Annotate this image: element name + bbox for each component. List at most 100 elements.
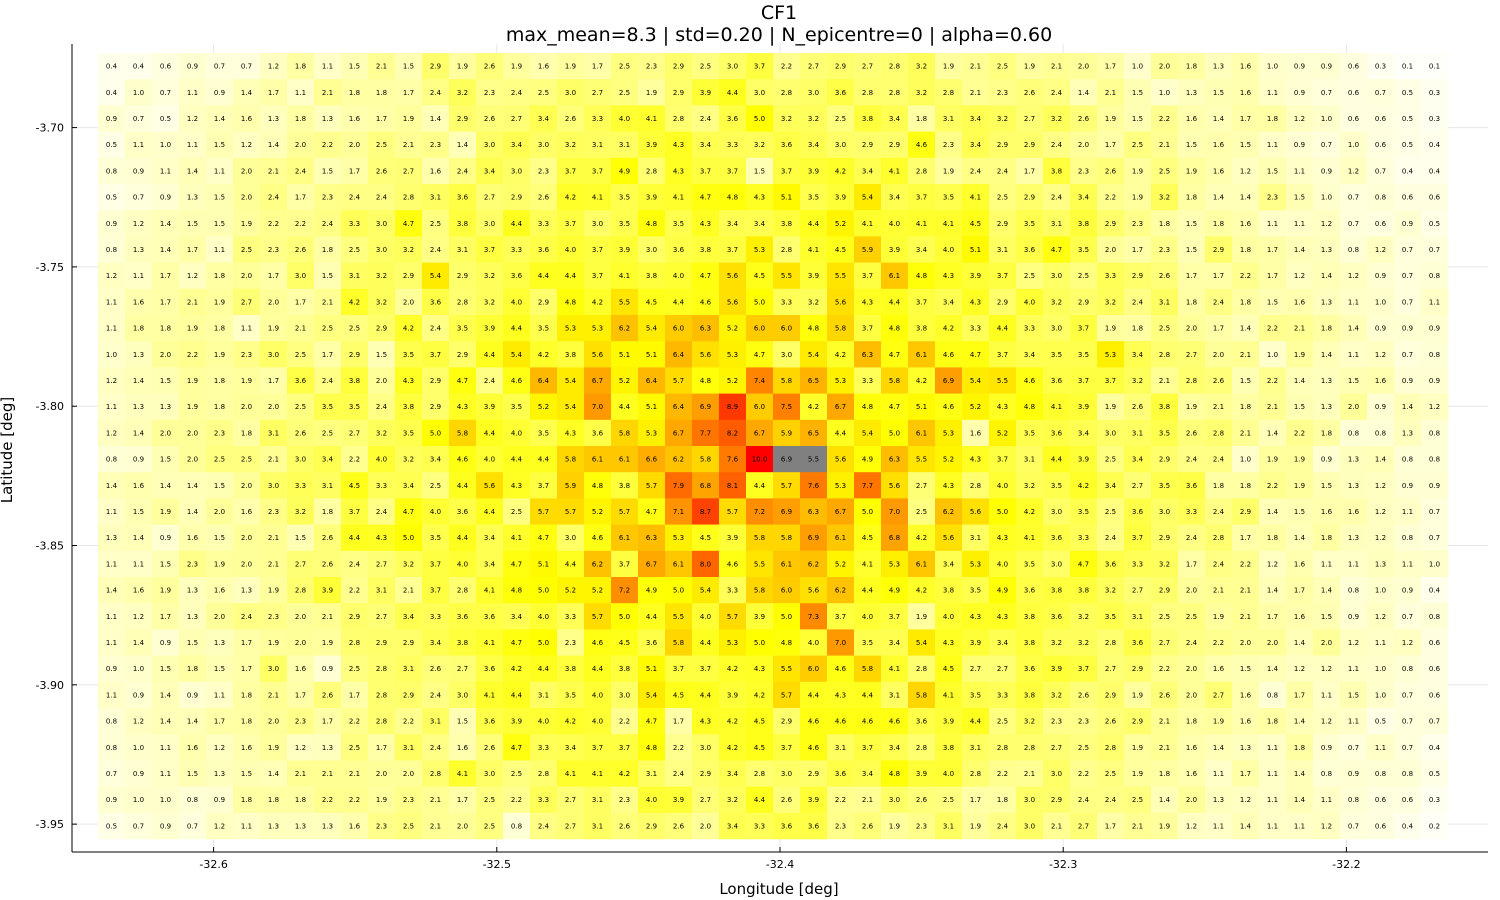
cell-value: 1.0 [1375,587,1386,595]
cell-value: 2.5 [349,744,360,752]
heatmap-cell [1043,236,1071,263]
cell-value: 2.2 [349,456,360,464]
cell-value: 2.0 [1159,63,1170,71]
heatmap-cell [1016,315,1044,342]
heatmap-cell [1340,157,1368,185]
cell-value: 2.3 [1132,220,1143,228]
cell-value: 4.4 [1051,456,1063,464]
cell-value: 3.6 [808,822,820,830]
heatmap-cell [476,131,504,159]
cell-value: 2.2 [187,351,198,359]
cell-value: 4.9 [619,167,630,175]
heatmap-cell [584,315,612,342]
cell-value: 4.3 [403,377,414,385]
cell-value: 3.0 [538,141,549,149]
cell-value: 1.7 [1240,115,1251,123]
heatmap-cell [719,210,747,237]
heatmap-cell [773,341,801,368]
cell-value: 2.0 [349,141,360,149]
heatmap-cell [1205,236,1233,263]
cell-value: 1.8 [241,718,252,726]
heatmap-cell [935,184,963,211]
cell-value: 7.0 [835,639,846,647]
heatmap-cell [314,105,342,132]
cell-value: 0.9 [1402,325,1413,333]
heatmap-cell [152,236,180,263]
cell-value: 3.9 [1078,456,1089,464]
cell-value: 0.9 [1402,377,1413,385]
heatmap-cell [1124,341,1152,368]
cell-value: 6.2 [943,508,954,516]
cell-value: 1.5 [160,665,171,673]
cell-value: 1.9 [1105,403,1116,411]
heatmap-cell [530,53,558,80]
cell-value: 1.2 [106,272,117,280]
cell-value: 3.2 [1078,613,1089,621]
heatmap-cell [449,184,477,211]
cell-value: 3.6 [484,718,496,726]
heatmap-cell [908,262,936,290]
heatmap-cell [503,105,531,132]
cell-value: 4.8 [511,587,522,595]
cell-value: 1.2 [1294,272,1305,280]
heatmap-cell [989,131,1017,159]
heatmap-cell [611,53,639,80]
cell-value: 3.7 [619,744,630,752]
cell-value: 5.7 [781,482,792,490]
heatmap-cell [233,262,261,290]
cell-value: 4.2 [565,718,576,726]
cell-value: 4.7 [511,560,522,568]
heatmap-cell [773,105,801,132]
heatmap-cell [1340,288,1368,316]
heatmap-cell [962,288,990,316]
cell-value: 6.7 [646,560,657,568]
cell-value: 3.0 [1051,272,1062,280]
heatmap-cell [773,131,801,159]
cell-value: 1.6 [133,482,145,490]
heatmap-cell [692,131,720,159]
cell-value: 3.9 [1078,403,1089,411]
cell-value: 1.8 [160,325,171,333]
cell-value: 2.9 [349,613,360,621]
heatmap-cell [989,184,1017,211]
cell-value: 1.1 [1267,141,1278,149]
cell-value: 1.9 [322,639,333,647]
cell-value: 1.5 [403,63,414,71]
cell-value: 1.4 [160,246,172,254]
cell-value: 3.7 [997,351,1008,359]
heatmap-cell [395,236,423,263]
cell-value: 2.8 [889,63,900,71]
heatmap-cell [449,105,477,132]
cell-value: 2.3 [943,141,954,149]
cell-value: 1.7 [322,351,333,359]
heatmap-cell [1016,236,1044,263]
cell-value: 1.8 [241,429,252,437]
cell-value: 2.0 [403,298,414,306]
cell-value: 3.4 [889,639,901,647]
cell-value: 3.7 [484,246,495,254]
cell-value: 3.0 [511,167,522,175]
cell-value: 2.6 [1159,272,1171,280]
heatmap-cell [827,53,855,80]
cell-value: 2.1 [1294,325,1305,333]
heatmap-cell [1286,157,1314,185]
heatmap-cell [179,184,207,211]
cell-value: 3.7 [1132,534,1143,542]
heatmap-cell [1286,341,1314,368]
cell-value: 2.7 [295,560,306,568]
heatmap-cell [1043,210,1071,237]
cell-value: 2.9 [457,351,468,359]
cell-value: 4.4 [646,613,658,621]
heatmap-cell [1151,157,1179,185]
heatmap-cell [1259,262,1287,290]
cell-value: 5.3 [673,534,684,542]
cell-value: 3.2 [1024,482,1035,490]
cell-value: 5.1 [646,665,657,673]
cell-value: 1.4 [1321,272,1333,280]
cell-value: 1.7 [160,298,171,306]
cell-value: 3.9 [511,718,522,726]
heatmap-cell [1097,105,1125,132]
cell-value: 1.0 [1267,63,1278,71]
cell-value: 6.9 [781,508,792,516]
heatmap-cell [881,210,909,237]
